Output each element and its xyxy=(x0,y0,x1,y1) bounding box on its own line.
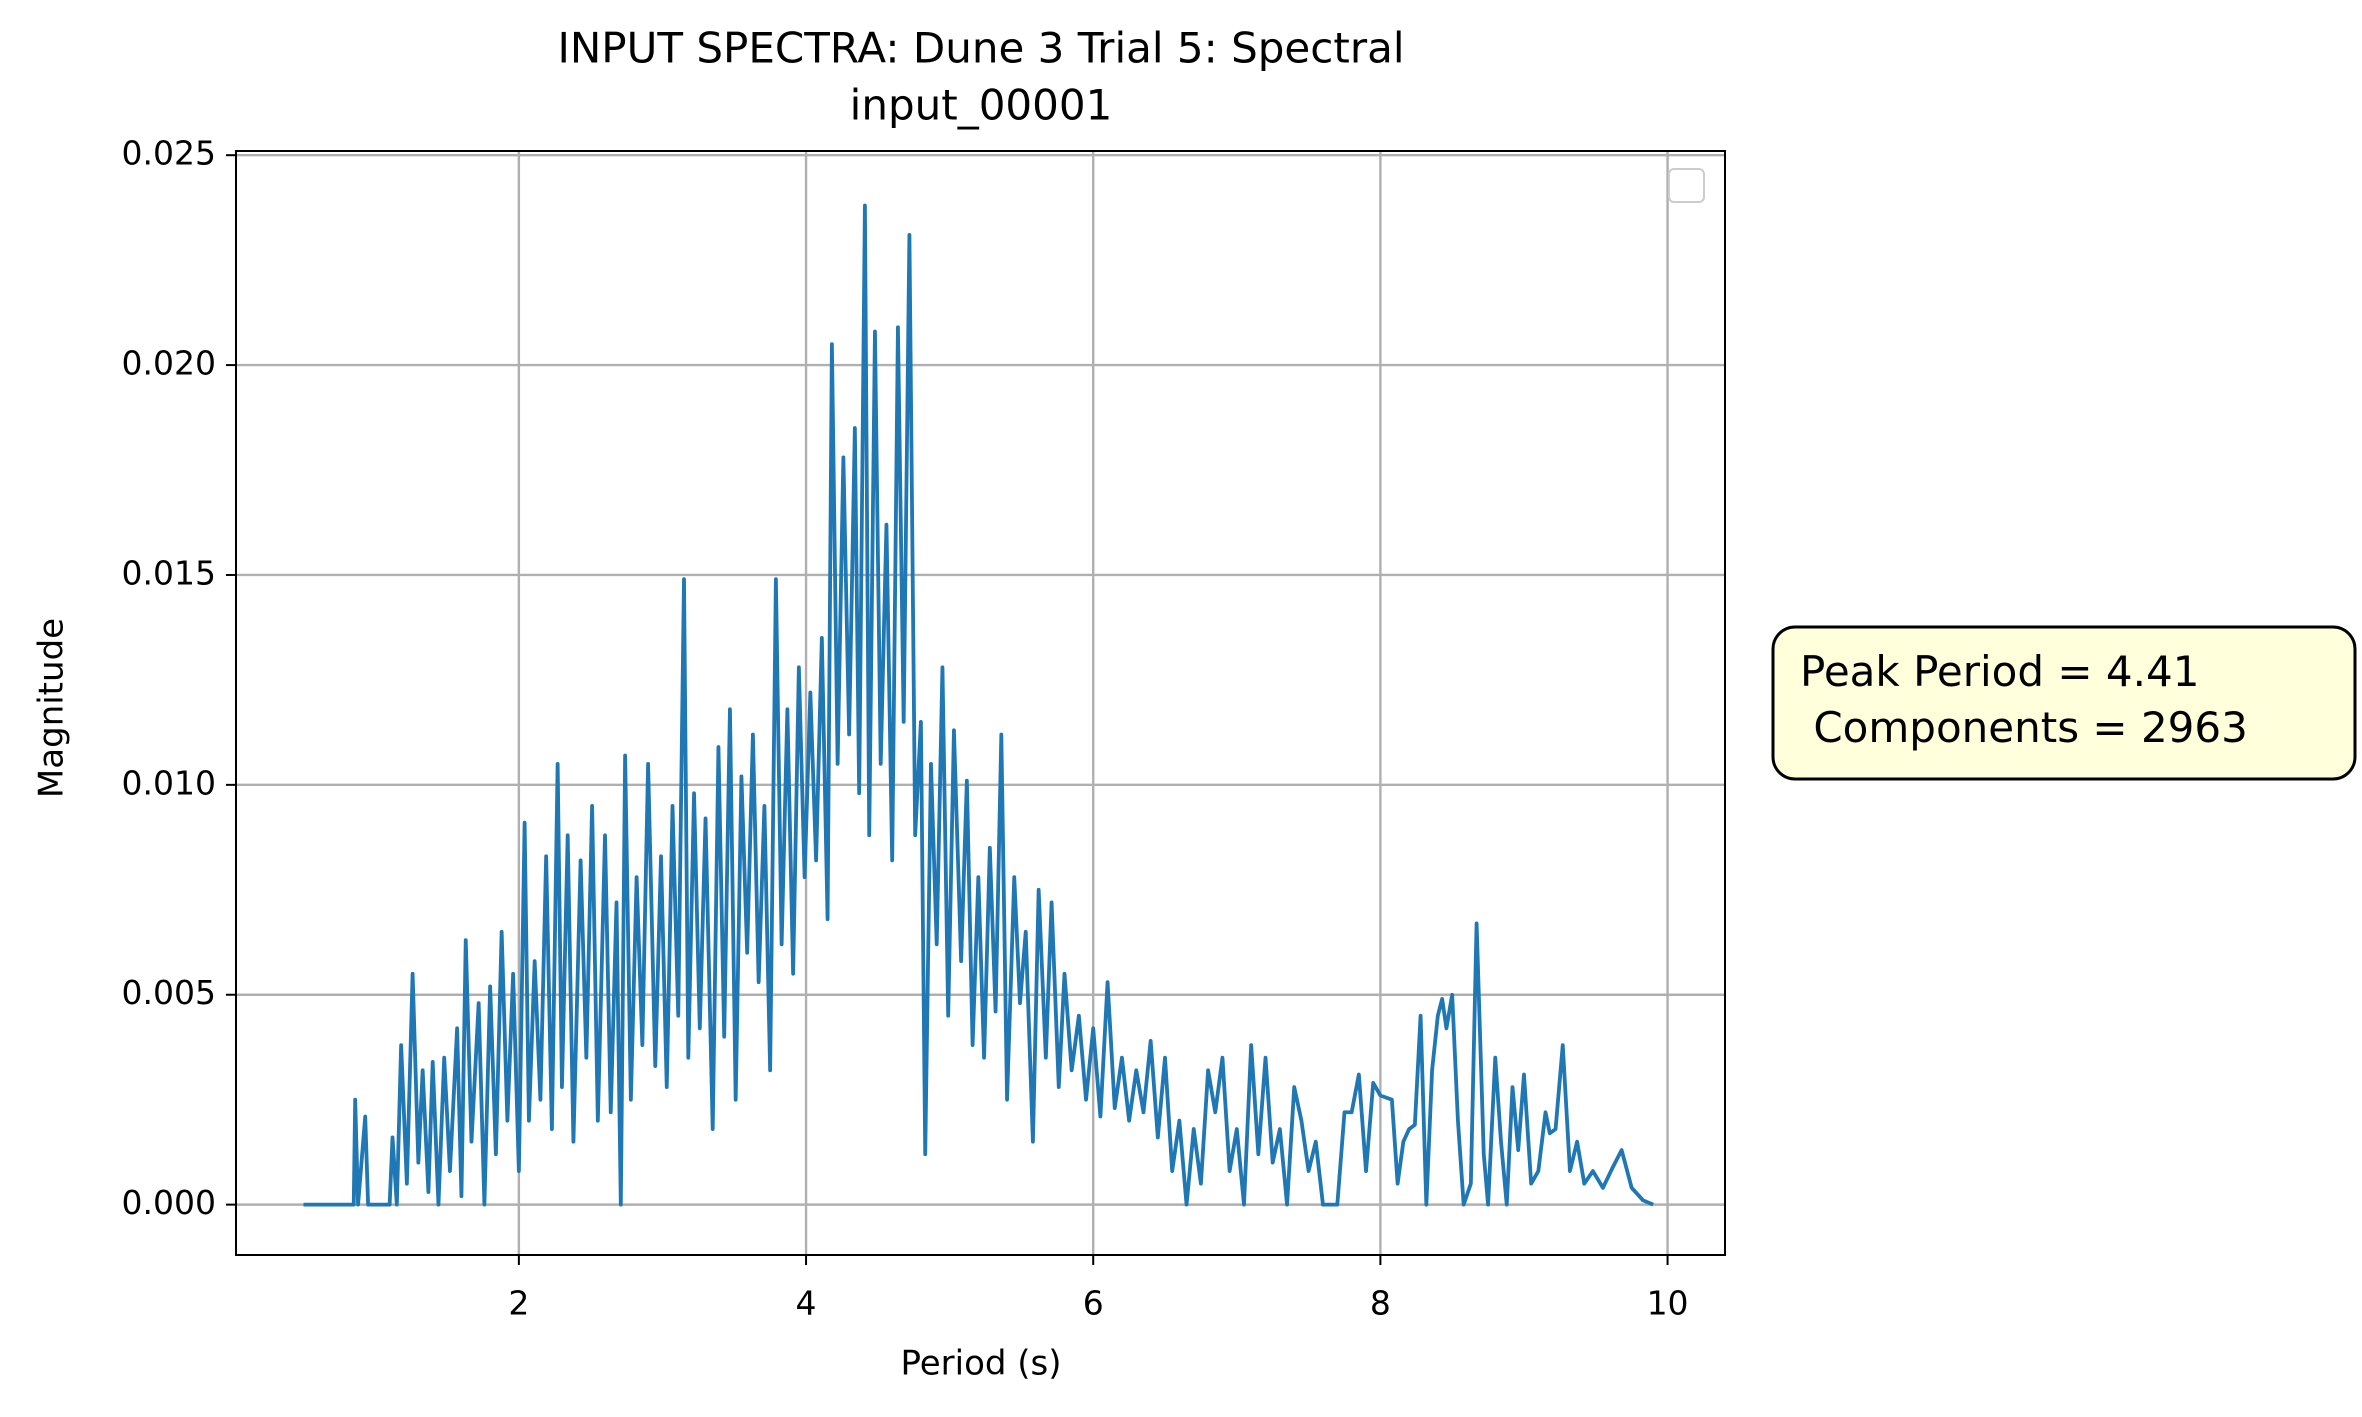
x-tick-label: 4 xyxy=(796,1284,817,1323)
chart-subtitle: input_00001 xyxy=(850,81,1113,130)
chart-title: INPUT SPECTRA: Dune 3 Trial 5: Spectral xyxy=(558,24,1405,73)
y-tick-label: 0.010 xyxy=(122,763,216,802)
y-tick-label: 0.015 xyxy=(122,553,216,592)
annotation-box xyxy=(1771,625,2357,781)
y-tick-label: 0.020 xyxy=(122,344,216,383)
axes-frame xyxy=(235,150,1726,1256)
annotation-line: Peak Period = 4.41 xyxy=(1800,647,2199,696)
y-tick-label: 0.000 xyxy=(122,1183,216,1222)
y-axis-label: Magnitude xyxy=(32,618,72,798)
data-line xyxy=(303,203,1654,1207)
x-tick-label: 6 xyxy=(1083,1284,1104,1323)
x-tick-label: 10 xyxy=(1647,1284,1689,1323)
x-tick-label: 8 xyxy=(1370,1284,1391,1323)
x-tick-label: 2 xyxy=(508,1284,529,1323)
plot-area xyxy=(303,203,1654,1207)
y-tick-label: 0.025 xyxy=(122,134,216,173)
annotation-line: Components = 2963 xyxy=(1800,703,2248,752)
y-tick-label: 0.005 xyxy=(122,973,216,1012)
grid xyxy=(236,151,1725,1255)
legend-box xyxy=(1668,168,1705,203)
x-axis-label: Period (s) xyxy=(900,1344,1061,1384)
